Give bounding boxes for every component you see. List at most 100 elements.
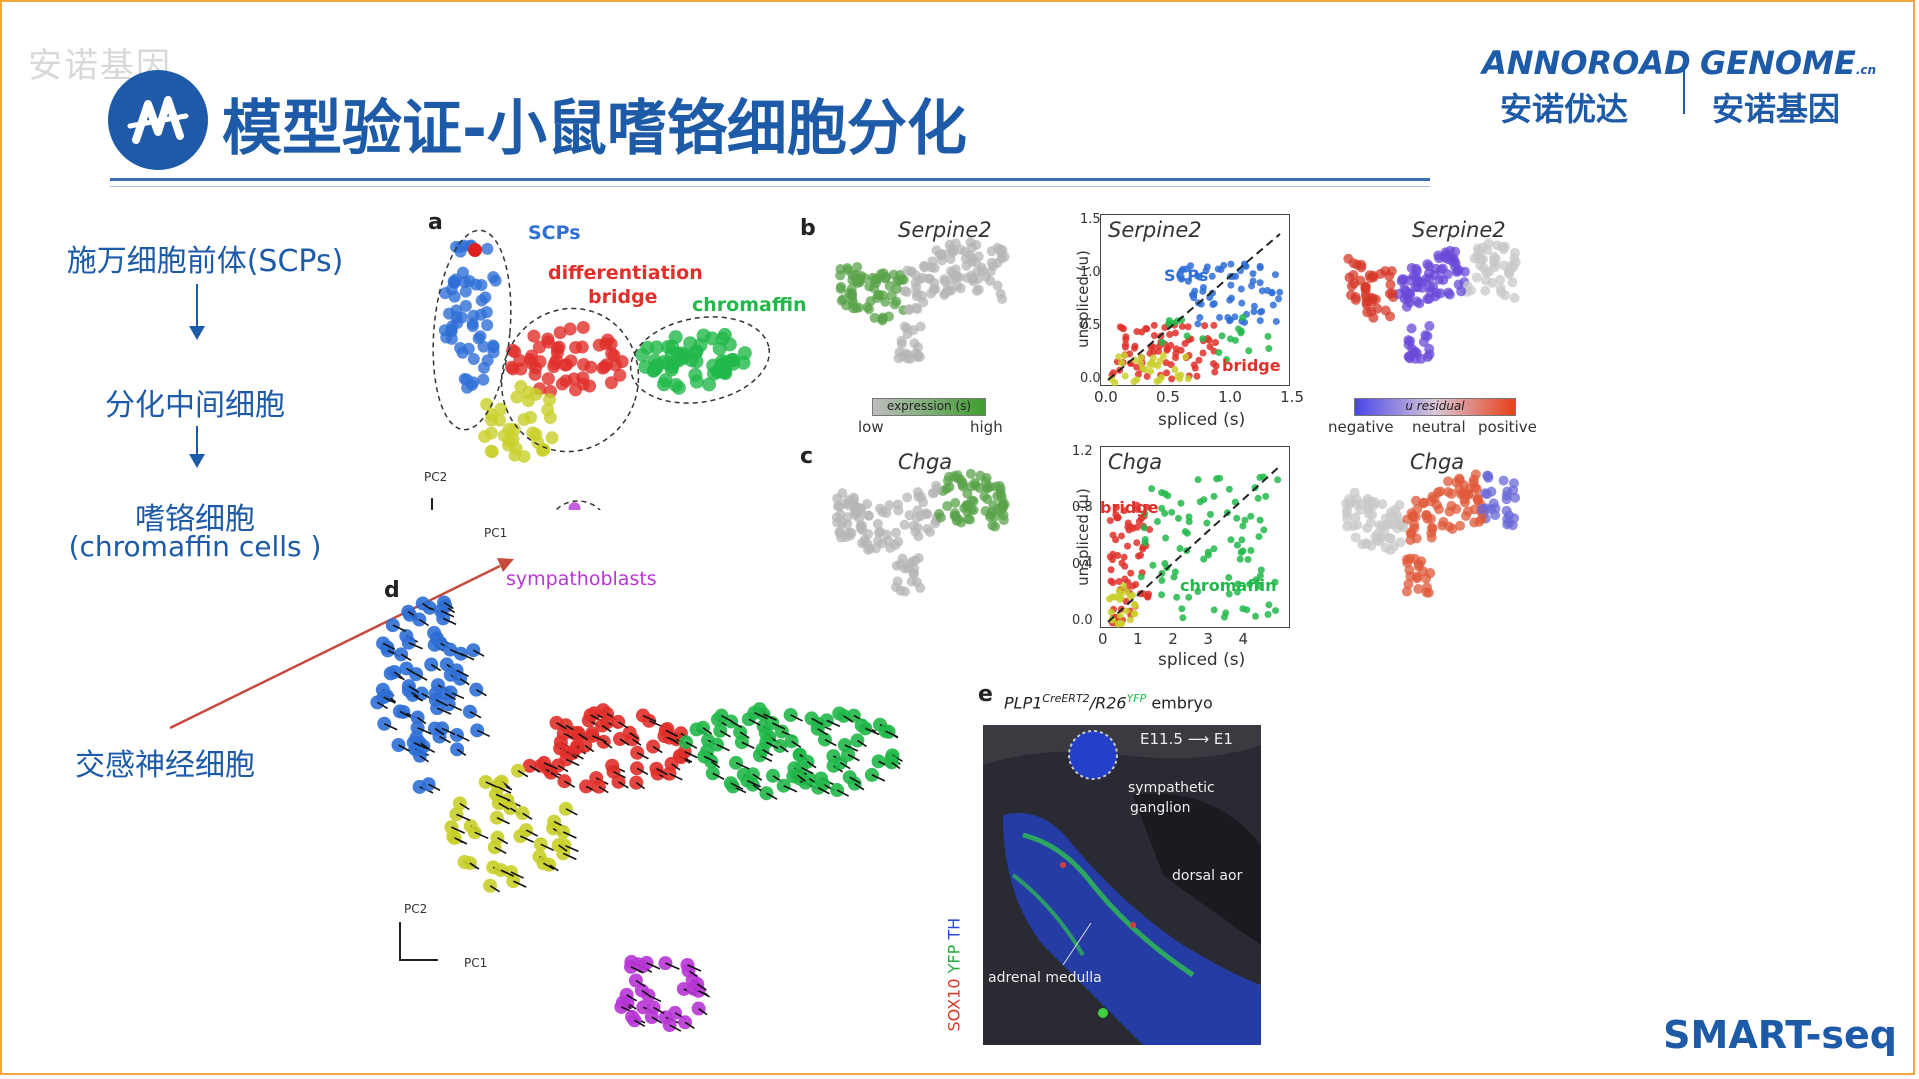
brand-genome-cn: 安诺基因 (1712, 90, 1841, 128)
embedding-cell (927, 488, 938, 499)
velocity-arrow (525, 829, 539, 837)
embedding-cell (990, 521, 1001, 532)
bridge-point (1115, 577, 1123, 585)
intermediate-point (1149, 354, 1157, 362)
xtick: 0 (1098, 630, 1108, 648)
embedding-cell (972, 266, 983, 277)
expression-legend-low: low (858, 418, 884, 436)
velocity-arrow (634, 1019, 646, 1028)
bridge-point (1122, 341, 1130, 349)
flow-step-scps: 施万细胞前体(SCPs) (66, 244, 344, 279)
embedding-cell (902, 492, 913, 503)
scp-cell (487, 271, 500, 284)
chromaffin-cell (723, 776, 738, 791)
intermediate-cell (485, 445, 499, 459)
bridge-point (1120, 553, 1128, 561)
embedding-cell (1481, 267, 1492, 278)
chromaffin-point (1225, 573, 1233, 581)
chromaffin-cell (635, 347, 650, 362)
velocity-arrow (512, 880, 527, 888)
panel-b-xticks: 0.0 0.5 1.0 1.5 (1094, 388, 1304, 406)
bridge-point (1112, 503, 1120, 511)
bridge-point (1134, 505, 1142, 513)
sympathoblast-cell (636, 1000, 651, 1015)
chromaffin-point (1164, 492, 1172, 500)
velocity-arrow (406, 667, 417, 676)
microscopy-label-sympathetic: sympathetic (1128, 780, 1215, 796)
panel-b-gene-2: Serpine2 (1108, 218, 1202, 242)
velocity-arrow (843, 715, 854, 723)
intermediate-point (1137, 353, 1145, 361)
velocity-arrow (558, 844, 568, 852)
scp-cell (439, 287, 452, 300)
bridge-point (1109, 531, 1117, 539)
stain-yfp: YFP (944, 944, 964, 974)
chromaffin-point (1257, 566, 1265, 574)
embedding-cell (1504, 268, 1515, 279)
velocity-arrow (613, 771, 626, 779)
intermediate-cell (543, 411, 557, 425)
flow-step-intermediate: 分化中间细胞 (105, 388, 285, 423)
velocity-arrow (517, 770, 529, 778)
chromaffin-cell (884, 755, 899, 770)
velocity-arrow (428, 783, 441, 792)
embedding-cell (857, 538, 868, 549)
bridge-point (1143, 325, 1151, 333)
stain-th: TH (944, 917, 964, 940)
velocity-arrow (656, 768, 668, 776)
chromaffin-point (1137, 573, 1145, 581)
velocity-arrow (450, 691, 465, 700)
embedding-cell (962, 272, 973, 283)
velocity-arrow (648, 994, 662, 1003)
velocity-arrow (791, 740, 802, 748)
scp-cell (459, 299, 472, 312)
panel-b-gene-3: Serpine2 (1412, 218, 1506, 242)
chromaffin-point (1168, 508, 1176, 516)
embedding-cell (1375, 268, 1386, 279)
velocity-arrow (564, 844, 579, 853)
velocity-arrow (454, 837, 468, 845)
velocity-arrow (630, 966, 644, 974)
velocity-arrow (844, 744, 859, 752)
intermediate-cell (545, 431, 559, 445)
intermediate-cell (531, 436, 545, 450)
embedding-cell (1387, 288, 1398, 299)
velocity-arrow (885, 730, 899, 738)
embedding-cell (1440, 250, 1451, 261)
embedding-cell (1483, 471, 1494, 482)
panel-c-expression-map (831, 468, 1010, 597)
intermediate-point (1126, 616, 1134, 624)
brand-genome-suffix: .cn (1855, 63, 1877, 77)
velocity-arrow (469, 711, 482, 719)
embedding-cell (923, 273, 934, 284)
embedding-cell (1472, 492, 1483, 503)
intermediate-cell (478, 774, 493, 789)
embedding-cell (997, 503, 1008, 514)
velocity-arrow (703, 755, 718, 764)
velocity-arrow (456, 748, 467, 756)
velocity-arrow (383, 723, 398, 731)
embedding-cell (906, 266, 917, 277)
embedding-cell (869, 312, 880, 323)
chromaffin-cell (658, 373, 673, 388)
microscopy-drawing (983, 725, 1261, 1045)
bridge-cell (576, 320, 590, 334)
bridge-point (1107, 566, 1115, 574)
intermediate-cell (503, 801, 518, 816)
velocity-arrow (665, 729, 678, 738)
embedding-cell (1343, 499, 1354, 510)
bridge-point (1166, 331, 1174, 339)
expression-legend-bar: expression (s) (872, 398, 986, 416)
intermediate-cell (493, 863, 508, 878)
embedding-cell (1362, 307, 1373, 318)
intermediate-cell (514, 380, 528, 394)
chromaffin-point (1200, 555, 1208, 563)
expression-legend-high: high (970, 418, 1003, 436)
intermediate-cell (489, 810, 504, 825)
velocity-arrow (739, 731, 750, 739)
bridge-point (1168, 375, 1176, 383)
chromaffin-point (1233, 588, 1241, 596)
velocity-arrow (847, 753, 860, 762)
bridge-point (1106, 553, 1114, 561)
bridge-point (1137, 551, 1145, 559)
